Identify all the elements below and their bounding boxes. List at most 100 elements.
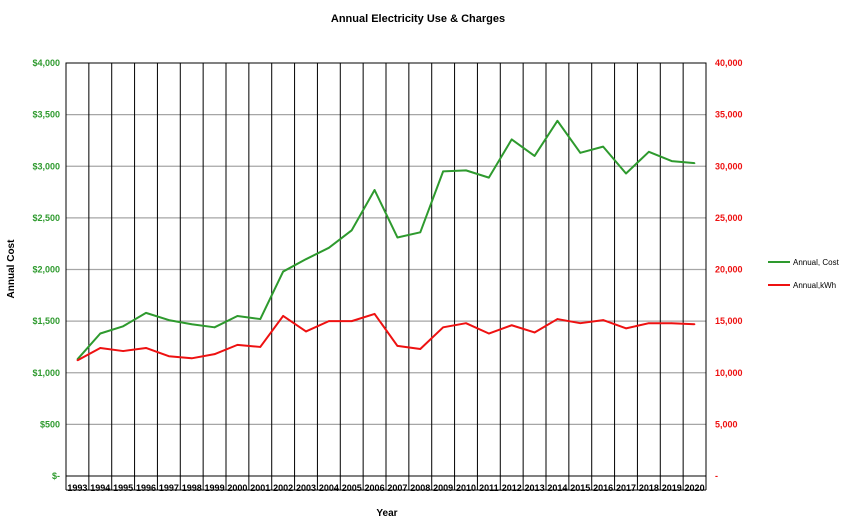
left-tick-label: $2,000 [32, 265, 60, 275]
data-point [648, 150, 650, 153]
x-tick-label: 1998 [182, 483, 202, 493]
data-point [282, 270, 284, 273]
data-point [488, 332, 490, 335]
data-point [625, 327, 627, 330]
data-point [145, 347, 147, 349]
left-tick-label: $1,000 [32, 368, 60, 378]
data-point [213, 353, 216, 355]
data-point [533, 331, 536, 334]
right-tick-label: 15,000 [715, 316, 743, 326]
x-tick-label: 1993 [67, 483, 87, 493]
data-point [350, 320, 353, 322]
data-point [328, 247, 330, 249]
x-tick-label: 2014 [547, 483, 567, 493]
data-point [305, 330, 307, 333]
series-line-annual-cost [76, 119, 695, 360]
x-tick-label: 2006 [365, 483, 385, 493]
x-tick-label: 2018 [639, 483, 659, 493]
right-tick-label: 20,000 [715, 265, 743, 275]
legend-label: Annual,kWh [793, 281, 836, 290]
x-tick-label: 2019 [662, 483, 682, 493]
x-tick-label: 2020 [685, 483, 705, 493]
x-tick-label: 1996 [136, 483, 156, 493]
data-point [396, 236, 399, 239]
x-tick-label: 2008 [410, 483, 430, 493]
left-tick-label: $3,500 [32, 110, 60, 120]
x-tick-label: 2015 [570, 483, 590, 493]
data-point [510, 324, 513, 327]
right-tick-label: 5,000 [715, 419, 738, 429]
data-point [442, 170, 444, 173]
data-point [259, 318, 262, 320]
data-point [693, 323, 696, 326]
data-point [236, 344, 239, 346]
x-tick-label: 1999 [205, 483, 225, 493]
x-tick-label: 2012 [502, 483, 522, 493]
x-tick-label: 2009 [433, 483, 453, 493]
series-line-annual-kwh [76, 312, 695, 362]
data-point [670, 160, 673, 162]
data-point [328, 320, 330, 322]
data-point [465, 169, 467, 172]
data-point [122, 350, 124, 352]
data-point [373, 189, 376, 191]
x-tick-label: 2010 [456, 483, 476, 493]
x-tick-label: 2013 [525, 483, 545, 493]
data-point [693, 162, 696, 164]
data-point [625, 172, 627, 175]
data-point [168, 355, 170, 358]
x-tick-label: 2017 [616, 483, 636, 493]
data-point [579, 322, 582, 324]
data-point [465, 322, 467, 324]
data-point [602, 319, 604, 321]
left-tick-label: $- [52, 471, 60, 481]
x-axis-title: Year [376, 508, 397, 519]
vertical-gridlines [88, 63, 684, 476]
right-tick-label: - [715, 471, 718, 481]
data-point [350, 229, 353, 232]
data-point [533, 155, 536, 157]
x-tick-label: 2011 [479, 483, 499, 493]
x-tick-label: 1994 [90, 483, 110, 493]
x-tick-label: 2007 [387, 483, 407, 493]
data-point [282, 315, 284, 317]
data-point [190, 323, 193, 326]
x-tick-label: 1995 [113, 483, 133, 493]
data-point [442, 326, 444, 329]
data-point [510, 138, 513, 141]
left-tick-label: $3,000 [32, 161, 60, 171]
data-point [145, 312, 147, 314]
right-tick-label: 40,000 [715, 58, 743, 68]
data-point [213, 326, 216, 329]
data-point [305, 258, 307, 260]
data-point [556, 318, 559, 320]
right-tick-label: 30,000 [715, 161, 743, 171]
x-tick-label: 2000 [227, 483, 247, 493]
x-axis-ticks: 1993 1994 1995 1996 1997 1998 1999 2000 2001 2002… [65, 476, 707, 493]
data-point [396, 345, 399, 347]
x-tick-label: 2001 [250, 483, 270, 493]
right-tick-label: 35,000 [715, 110, 743, 120]
data-point [236, 315, 239, 317]
x-tick-label: 2002 [273, 483, 293, 493]
right-tick-label: 10,000 [715, 368, 743, 378]
x-tick-label: 2004 [319, 483, 339, 493]
data-point [648, 322, 650, 324]
data-point [99, 332, 102, 335]
data-point [488, 176, 490, 179]
series-layer [76, 119, 696, 362]
left-tick-label: $1,500 [32, 316, 60, 326]
data-point [419, 231, 422, 234]
legend-label: Annual, Cost [793, 258, 840, 267]
data-point [670, 322, 673, 324]
left-tick-label: $500 [40, 419, 60, 429]
left-axis-ticks: $- $500 $1,000 $1,500 $2,000 $2,500 $3,000 $3,5… [32, 58, 60, 481]
data-point [99, 347, 102, 349]
data-point [122, 325, 124, 328]
x-tick-label: 1997 [159, 483, 179, 493]
data-point [190, 357, 193, 360]
chart-title: Annual Electricity Use & Charges [331, 13, 505, 25]
right-tick-label: 25,000 [715, 213, 743, 223]
x-tick-label: 2003 [296, 483, 316, 493]
